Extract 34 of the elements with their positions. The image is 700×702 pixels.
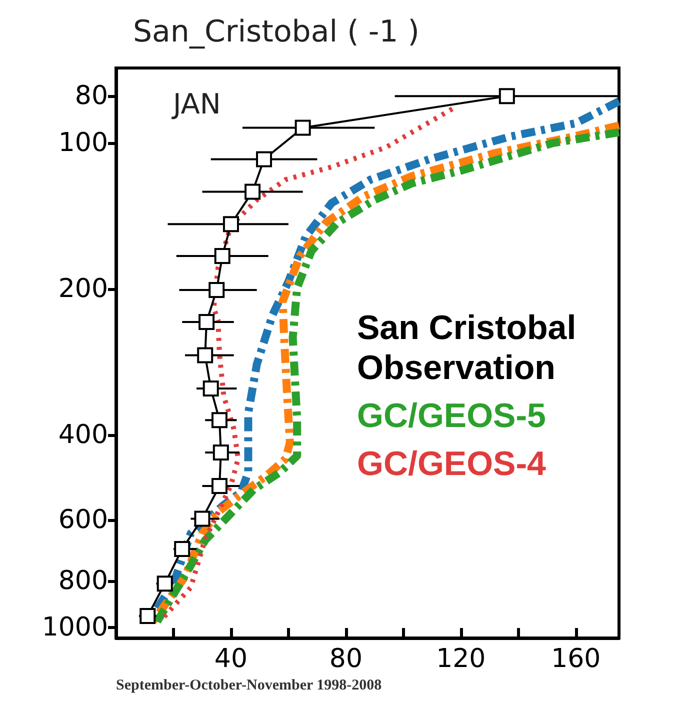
- point: [197, 347, 214, 364]
- point: [194, 510, 210, 527]
- x-tick-label: 80: [329, 644, 362, 674]
- point: [140, 608, 156, 624]
- point: [256, 151, 272, 168]
- point: [208, 282, 225, 298]
- x-tick-label: 40: [214, 644, 248, 674]
- text: GC/GEOS-4: [357, 445, 546, 483]
- y-tick-label: 400: [58, 420, 108, 450]
- y-tick-label: 1000: [42, 612, 108, 643]
- point: [174, 541, 190, 558]
- x-tick-label: 120: [436, 644, 486, 674]
- point: [214, 248, 230, 264]
- y-tick-label: 600: [58, 505, 108, 536]
- point: [244, 184, 261, 200]
- point: [212, 444, 229, 461]
- point: [198, 314, 215, 330]
- chart-title: San_Cristobal ( -1 ): [133, 14, 420, 50]
- point: [202, 380, 219, 397]
- text: September-October-November 1998-2008: [116, 678, 382, 694]
- y-tick-label: 800: [58, 566, 108, 596]
- text: San Cristobal Observation: [357, 309, 586, 387]
- point: [211, 478, 228, 494]
- y-tick-label: 100: [58, 128, 108, 158]
- series-label: GC/GEOS-5: [357, 397, 546, 435]
- point: [294, 120, 311, 136]
- x-tick-label: 160: [551, 644, 601, 674]
- point: [498, 88, 515, 104]
- point: [222, 216, 239, 232]
- annotation: JAN: [171, 88, 221, 120]
- point: [156, 576, 173, 592]
- y-tick-label: 200: [58, 274, 108, 304]
- point: [211, 412, 228, 428]
- y-tick-label: 80: [74, 81, 108, 112]
